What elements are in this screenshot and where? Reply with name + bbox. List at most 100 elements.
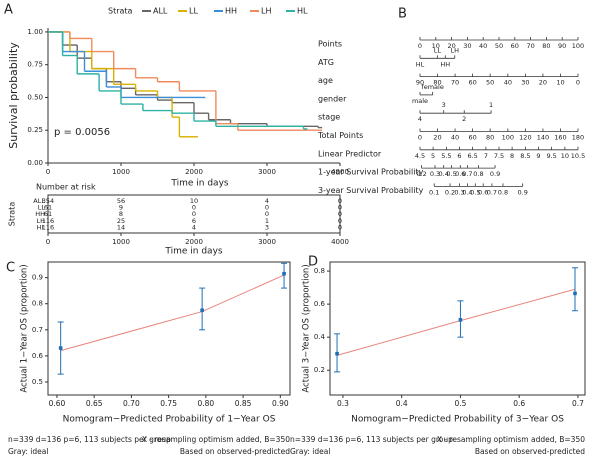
scale-label: 140	[537, 134, 549, 142]
footnote: Gray: ideal	[290, 447, 330, 456]
scale-label: 60	[468, 79, 476, 87]
scale-label: 6	[457, 152, 461, 160]
risk-count: 116	[42, 217, 54, 225]
x-axis-title: Nomogram−Predicted Probability of 3−Year…	[351, 415, 564, 425]
scale-label: 0.4	[462, 188, 472, 196]
risk-count: 0	[338, 197, 342, 205]
x-tick-label: 0.85	[235, 399, 252, 408]
risk-count: 8	[119, 210, 123, 218]
scale-label: 1	[489, 101, 493, 109]
scale-label: 6.5	[467, 152, 477, 160]
scale-label: 9	[536, 152, 540, 160]
scale-label: 5	[431, 152, 435, 160]
scale-label: 8	[510, 152, 514, 160]
scale-label: 120	[519, 134, 531, 142]
table-title: Number at risk	[36, 183, 96, 192]
x-tick-label: 2000	[185, 238, 203, 246]
scale-label: 3	[442, 101, 446, 109]
row-label: 3-year Survival Probability	[318, 186, 424, 195]
y-tick-label: 0.4	[314, 333, 326, 341]
scale-label: 180	[572, 134, 584, 142]
scale-label: 0.8	[498, 188, 508, 196]
scale-label: 60	[511, 42, 519, 50]
risk-count: 0	[265, 210, 269, 218]
scale-label: 70	[526, 42, 534, 50]
point	[58, 346, 63, 350]
risk-count: 3	[265, 223, 269, 231]
scale-label: 40	[479, 42, 487, 50]
row-label: LL	[38, 204, 46, 212]
risk-count: 14	[117, 223, 125, 231]
fit-line	[336, 288, 576, 356]
risk-count: 9	[119, 204, 123, 212]
x-tick-label: 0.65	[86, 399, 103, 408]
plot-frame	[47, 261, 291, 396]
risk-count: 4	[192, 223, 196, 231]
scale-label: 0.3	[454, 188, 464, 196]
point	[200, 308, 204, 313]
scale-label: 0.6	[478, 188, 488, 196]
scale-label: 90	[558, 42, 566, 50]
row-label: stage	[318, 113, 340, 122]
footnote: n=339 d=136 p=6, 113 subjects per group	[8, 435, 171, 444]
scale-label: 160	[554, 134, 566, 142]
row-label: Total Points	[317, 131, 363, 140]
scale-label: 50	[495, 42, 503, 50]
x-axis-title: Time in days	[164, 247, 223, 257]
x-tick-label: 2000	[185, 168, 203, 176]
footnote: X - resampling optimism added, B=350	[142, 435, 290, 444]
scale-label: HH	[440, 60, 450, 68]
scale-label: 60	[468, 134, 476, 142]
scale-label: 0.2	[416, 170, 426, 178]
scale-label: 0.3	[430, 170, 440, 178]
x-tick-label: 0.75	[160, 399, 177, 408]
x-tick-label: 0.60	[49, 399, 66, 408]
panel-label: C	[6, 261, 15, 276]
panel-label: D	[308, 255, 318, 270]
y-tick-label: 0.25	[27, 126, 43, 134]
x-tick-label: 0	[46, 168, 50, 176]
y-tick-label: 0.7	[32, 326, 43, 334]
scale-label: 80	[542, 42, 550, 50]
scale-label: 0.5	[446, 170, 456, 178]
y-axis-title: Strata	[8, 202, 17, 227]
risk-count: 0	[338, 204, 342, 212]
scale-label: 9.5	[546, 152, 556, 160]
scale-label: 20	[539, 79, 547, 87]
risk-count: 61	[44, 210, 52, 218]
y-tick-label: 0.9	[32, 274, 43, 282]
scale-label: 4	[418, 115, 422, 123]
scale-label: 10.5	[571, 152, 585, 160]
scale-label: 0	[418, 134, 422, 142]
y-axis-title: Actual 3−Year OS (proportion)	[302, 264, 312, 392]
point	[458, 318, 463, 322]
scale-label: 20	[433, 134, 441, 142]
y-axis-title: Survival probability	[7, 42, 20, 149]
point	[573, 291, 577, 296]
scale-label: 10	[561, 152, 569, 160]
x-tick-label: 4000	[331, 168, 349, 176]
legend-label: ALL	[153, 7, 168, 16]
y-tick-label: 0.00	[27, 159, 43, 167]
scale-label: 7	[484, 152, 488, 160]
scale-label: 30	[521, 79, 529, 87]
risk-count: 6	[192, 217, 196, 225]
row-label: HH	[35, 210, 45, 218]
plot-frame	[329, 261, 586, 396]
scale-label: 90	[416, 79, 424, 87]
scale-label: 0	[418, 42, 422, 50]
scale-label: 0.8	[473, 170, 483, 178]
risk-count: 0	[192, 210, 196, 218]
x-tick-label: 0	[46, 238, 50, 246]
risk-count: 25	[117, 217, 125, 225]
y-tick-label: 0.8	[32, 300, 43, 308]
scale-label: 40	[451, 134, 459, 142]
y-tick-label: 0.6	[32, 352, 44, 360]
km-riser	[69, 31, 181, 137]
risk-count: 0	[265, 204, 269, 212]
scale-label: 5.5	[441, 152, 451, 160]
footnote: Based on observed-predicted	[180, 447, 290, 456]
scale-label: LH	[451, 46, 460, 54]
x-tick-label: 0.6	[513, 399, 525, 408]
panel-label: B	[398, 7, 407, 22]
